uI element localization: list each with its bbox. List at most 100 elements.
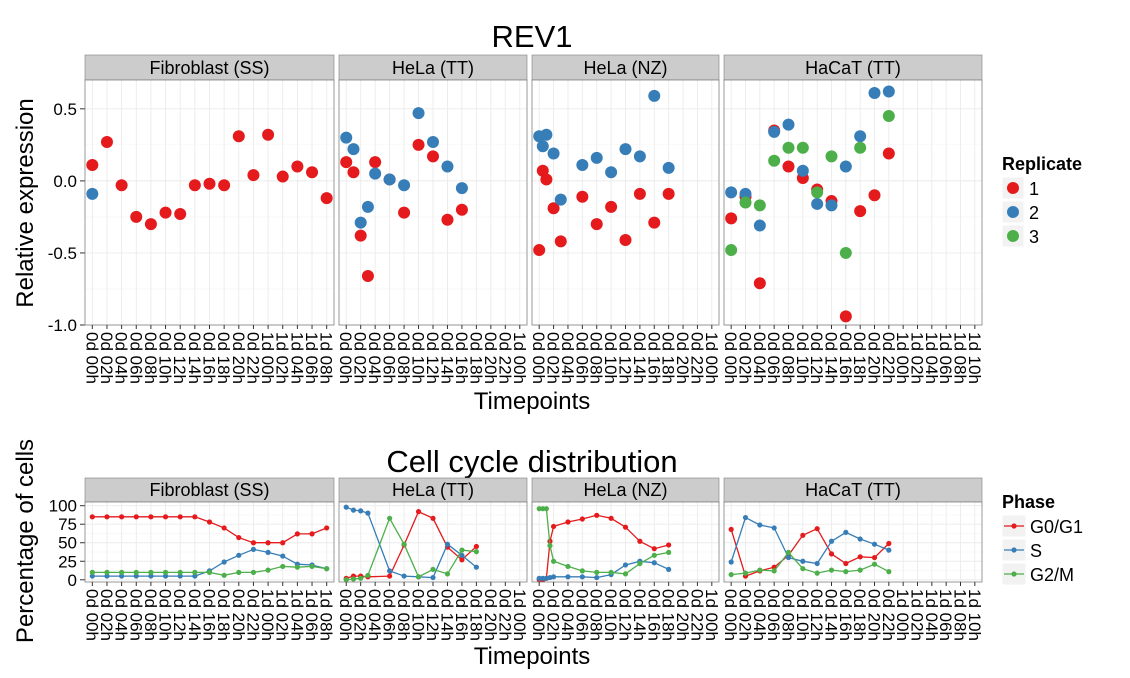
data-point	[340, 156, 353, 169]
data-point	[871, 561, 878, 567]
x-tick-label: 1d 00h	[510, 332, 529, 384]
y-tick-label: 25	[58, 552, 77, 571]
data-point	[430, 566, 436, 573]
y-tick-label: -0.5	[48, 244, 77, 263]
facet-strip	[338, 477, 528, 503]
data-point	[206, 519, 213, 525]
data-point	[753, 199, 766, 212]
data-point	[547, 202, 560, 215]
data-point	[536, 575, 542, 581]
facet-strip	[723, 54, 983, 81]
x-tick-label: 1d 02h	[273, 589, 292, 641]
data-point	[648, 89, 661, 102]
data-point	[401, 573, 407, 579]
x-tick-label: 0d 18h	[214, 332, 233, 384]
x-tick-label: 0d 16h	[200, 589, 219, 641]
x-tick-label: 0d 14h	[822, 332, 841, 384]
x-tick-label: 0d 20h	[673, 332, 692, 384]
data-point	[619, 233, 632, 246]
data-point	[576, 159, 589, 172]
data-point	[811, 197, 824, 210]
data-point	[648, 216, 661, 229]
data-point	[291, 160, 304, 173]
legend-key-dot	[1007, 182, 1019, 194]
x-tick-label: 0d 22h	[687, 589, 706, 641]
x-tick-label: 0d 06h	[764, 589, 783, 641]
data-point	[133, 573, 139, 579]
data-point	[666, 542, 672, 548]
data-point	[444, 571, 451, 577]
x-tick-label: 0d 22h	[879, 332, 898, 384]
x-tick-label: 0d 00h	[529, 332, 548, 384]
data-point	[882, 147, 895, 160]
x-axis-title: Timepoints	[474, 388, 590, 415]
data-point	[347, 166, 360, 179]
data-point	[104, 573, 110, 579]
data-point	[148, 569, 154, 575]
legend-label: S	[1030, 541, 1042, 561]
y-tick-label: 100	[49, 497, 77, 516]
x-tick-label: 0d 14h	[630, 589, 649, 641]
data-point	[280, 540, 286, 546]
data-point	[320, 192, 333, 205]
facet-strip-label: HeLa (TT)	[392, 58, 474, 78]
facet-strip-label: HeLa (NZ)	[583, 58, 667, 78]
x-tick-label: 1d 08h	[951, 589, 970, 641]
data-point	[473, 564, 479, 570]
x-tick-label: 1d 00h	[893, 332, 912, 384]
x-tick-label: 1d 06h	[302, 332, 321, 384]
data-point	[221, 559, 227, 565]
data-point	[886, 547, 892, 553]
x-tick-label: 0d 10h	[793, 332, 812, 384]
data-point	[825, 199, 838, 212]
data-point	[662, 161, 675, 174]
x-tick-label: 0d 16h	[452, 589, 471, 641]
data-point	[854, 130, 867, 143]
data-point	[854, 141, 867, 154]
rev1-expression-plot: REV1 Relative expression Timepoints -1.0…	[12, 19, 1082, 415]
x-tick-label: 0d 20h	[229, 332, 248, 384]
data-point	[857, 536, 863, 542]
data-point	[554, 235, 567, 248]
x-tick-label: 0d 14h	[438, 332, 457, 384]
data-point	[742, 570, 749, 576]
legend-label: 1	[1029, 179, 1039, 199]
x-tick-label: 0d 00h	[82, 589, 101, 641]
x-tick-label: 0d 20h	[865, 332, 884, 384]
legend-key-dot	[1011, 571, 1017, 577]
data-point	[785, 554, 792, 561]
x-tick-label: 1d 00h	[702, 589, 721, 641]
data-point	[554, 193, 567, 206]
x-tick-label: 0d 10h	[156, 589, 175, 641]
data-point	[828, 567, 835, 573]
x-tick-label: 0d 20h	[229, 589, 248, 641]
facet-strip-label: Fibroblast (SS)	[149, 58, 269, 78]
y-tick-label: 0.0	[53, 172, 77, 191]
data-point	[742, 514, 749, 521]
x-tick-label: 0d 12h	[170, 589, 189, 641]
data-point	[86, 159, 99, 172]
data-point	[401, 541, 407, 547]
data-point	[232, 130, 245, 143]
x-tick-label: 0d 22h	[879, 589, 898, 641]
x-tick-label: 1d 00h	[510, 589, 529, 641]
x-tick-label: 0d 14h	[185, 332, 204, 384]
data-point	[814, 526, 820, 532]
panel-border	[723, 501, 983, 583]
x-tick-label: 0d 04h	[558, 332, 577, 384]
x-tick-label: 0d 06h	[126, 589, 145, 641]
x-tick-label: 0d 02h	[736, 589, 755, 641]
data-point	[785, 549, 792, 555]
data-point	[206, 569, 213, 575]
data-point	[383, 173, 396, 186]
data-point	[100, 135, 113, 148]
x-tick-label: 0d 02h	[351, 332, 370, 384]
x-tick-label: 0d 16h	[836, 332, 855, 384]
data-point	[104, 569, 110, 575]
x-tick-label: 1d 08h	[951, 332, 970, 384]
data-point	[340, 131, 353, 144]
plot-title: REV1	[492, 19, 573, 54]
plot-title: Cell cycle distribution	[386, 444, 677, 479]
x-tick-label: 1d 04h	[287, 589, 306, 641]
data-point	[540, 173, 553, 186]
